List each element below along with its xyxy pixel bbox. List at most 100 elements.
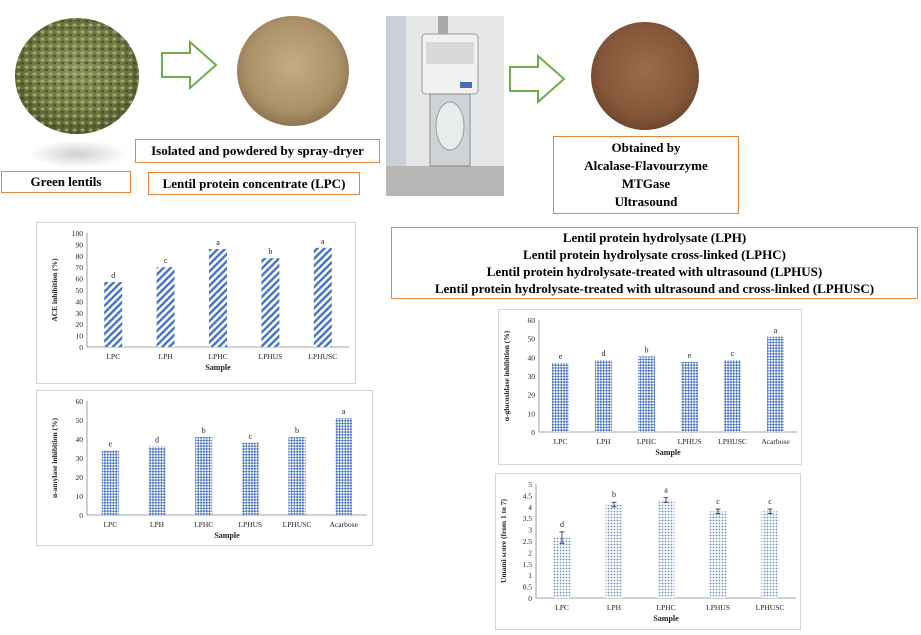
y-tick-label: 5 (528, 480, 532, 489)
significance-letter: a (774, 326, 778, 335)
obtained-by-line: Obtained by (611, 140, 681, 155)
y-tick-label: 30 (528, 372, 536, 381)
products-box: Lentil protein hydrolysate (LPH) Lentil … (391, 227, 918, 299)
y-tick-label: 3 (528, 526, 532, 535)
significance-letter: d (111, 271, 115, 280)
bar (101, 450, 119, 515)
x-tick-label: LPHUSC (308, 352, 337, 361)
bar (148, 446, 166, 515)
product-line: Lentil protein hydrolysate (LPH) (562, 230, 747, 245)
y-tick-label: 10 (76, 332, 84, 341)
x-tick-label: LPHC (208, 352, 227, 361)
y-tick-label: 30 (76, 309, 84, 318)
y-tick-label: 4 (528, 503, 532, 512)
y-tick-label: 40 (76, 435, 84, 444)
bar (709, 511, 727, 598)
umami-score-plot: 0 0.5 1 1.5 2 2.5 3 3.5 4 4.5 5 d LPC b LPH a LPHC c LPHUS… (499, 480, 796, 623)
green-lentils-photo (15, 18, 139, 134)
significance-letter: c (716, 497, 720, 506)
x-tick-label: LPHUSC (718, 437, 747, 446)
y-tick-label: 60 (528, 316, 536, 325)
significance-letter: b (645, 345, 649, 354)
x-tick-label: LPHUS (678, 437, 702, 446)
y-tick-label: 40 (76, 297, 84, 306)
y-tick-label: 60 (76, 275, 84, 284)
significance-letter: c (731, 349, 735, 358)
obtained-by-line: Ultrasound (614, 194, 678, 209)
y-tick-label: 1.5 (523, 560, 533, 569)
hydrolysate-powder-photo (591, 22, 699, 130)
y-tick-label: 50 (76, 286, 84, 295)
ace-inhibition-chart: 0 10 20 30 40 50 60 70 80 90 100 d LPC c LPH a LPHC b LPHU… (36, 222, 356, 384)
x-tick-label: LPH (150, 520, 165, 529)
bar (638, 356, 655, 432)
y-tick-label: 40 (528, 353, 536, 362)
bar (335, 418, 353, 515)
y-tick-label: 100 (72, 229, 84, 238)
isolated-label: Isolated and powdered by spray-dryer (135, 139, 380, 163)
x-tick-label: LPHUS (706, 603, 730, 612)
x-tick-label: LPHUSC (283, 520, 312, 529)
x-tick-label: LPH (159, 352, 174, 361)
y-tick-label: 50 (528, 335, 536, 344)
bar (195, 437, 213, 515)
significance-letter: a (342, 407, 346, 416)
y-tick-label: 4.5 (523, 491, 533, 500)
bar (241, 442, 259, 515)
x-tick-label: LPC (554, 437, 568, 446)
y-axis-label: α-glucosidase inhibition (%) (502, 330, 511, 421)
bar (767, 336, 784, 432)
y-tick-label: 0 (528, 594, 532, 603)
x-tick-label: LPHC (637, 437, 656, 446)
y-tick-label: 2.5 (523, 537, 533, 546)
x-tick-label: LPC (106, 352, 120, 361)
product-line: Lentil protein hydrolysate cross-linked … (523, 247, 786, 262)
bar (104, 282, 123, 347)
x-axis-label: Sample (205, 363, 231, 372)
bar (313, 247, 332, 347)
spray-dryer-photo (386, 16, 504, 196)
significance-letter: a (321, 237, 325, 246)
y-tick-label: 0 (79, 343, 83, 352)
significance-letter: d (155, 436, 159, 445)
x-tick-label: LPHUS (238, 520, 262, 529)
right-arrow-icon (161, 40, 218, 90)
obtained-by-line: MTGase (621, 176, 671, 191)
x-tick-label: LPHC (194, 520, 213, 529)
lentil-protein-powder-photo (237, 16, 349, 126)
y-tick-label: 70 (76, 263, 84, 272)
bar (761, 511, 779, 598)
x-axis-label: Sample (653, 614, 679, 623)
y-tick-label: 1 (528, 571, 532, 580)
significance-letter: b (202, 426, 206, 435)
y-tick-label: 20 (76, 320, 84, 329)
obtained-by-line: Alcalase-Flavourzyme (584, 158, 708, 173)
bar (595, 360, 612, 432)
significance-letter: d (560, 520, 564, 529)
y-tick-label: 60 (76, 397, 84, 406)
x-tick-label: LPHC (656, 603, 675, 612)
x-tick-label: LPC (555, 603, 569, 612)
bar (261, 258, 280, 347)
significance-letter: c (768, 497, 772, 506)
bar (209, 248, 227, 347)
bar (156, 267, 175, 347)
significance-letter: e (559, 352, 563, 361)
umami-score-chart: 0 0.5 1 1.5 2 2.5 3 3.5 4 4.5 5 d LPC b LPH a LPHC c LPHUS… (495, 473, 801, 630)
alpha-amylase-plot: 0 10 20 30 40 50 60 e LPC d LPH b LPHC c LPHUS b LPHUSC a… (50, 397, 367, 540)
significance-letter: d (602, 349, 606, 358)
lentils-shadow (28, 140, 128, 168)
y-tick-label: 0 (531, 428, 535, 437)
y-tick-label: 10 (76, 492, 84, 501)
y-tick-label: 20 (528, 391, 536, 400)
y-tick-label: 30 (76, 454, 84, 463)
x-tick-label: Acarbose (330, 520, 359, 529)
y-tick-label: 20 (76, 473, 84, 482)
green-lentils-label: Green lentils (1, 171, 131, 193)
y-tick-label: 0 (79, 511, 83, 520)
significance-letter: c (249, 432, 253, 441)
alpha-amylase-chart: 0 10 20 30 40 50 60 e LPC d LPH b LPHC c LPHUS b LPHUSC a… (36, 390, 373, 546)
x-tick-label: LPC (103, 520, 117, 529)
y-tick-label: 0.5 (523, 583, 533, 592)
x-tick-label: LPH (607, 603, 622, 612)
